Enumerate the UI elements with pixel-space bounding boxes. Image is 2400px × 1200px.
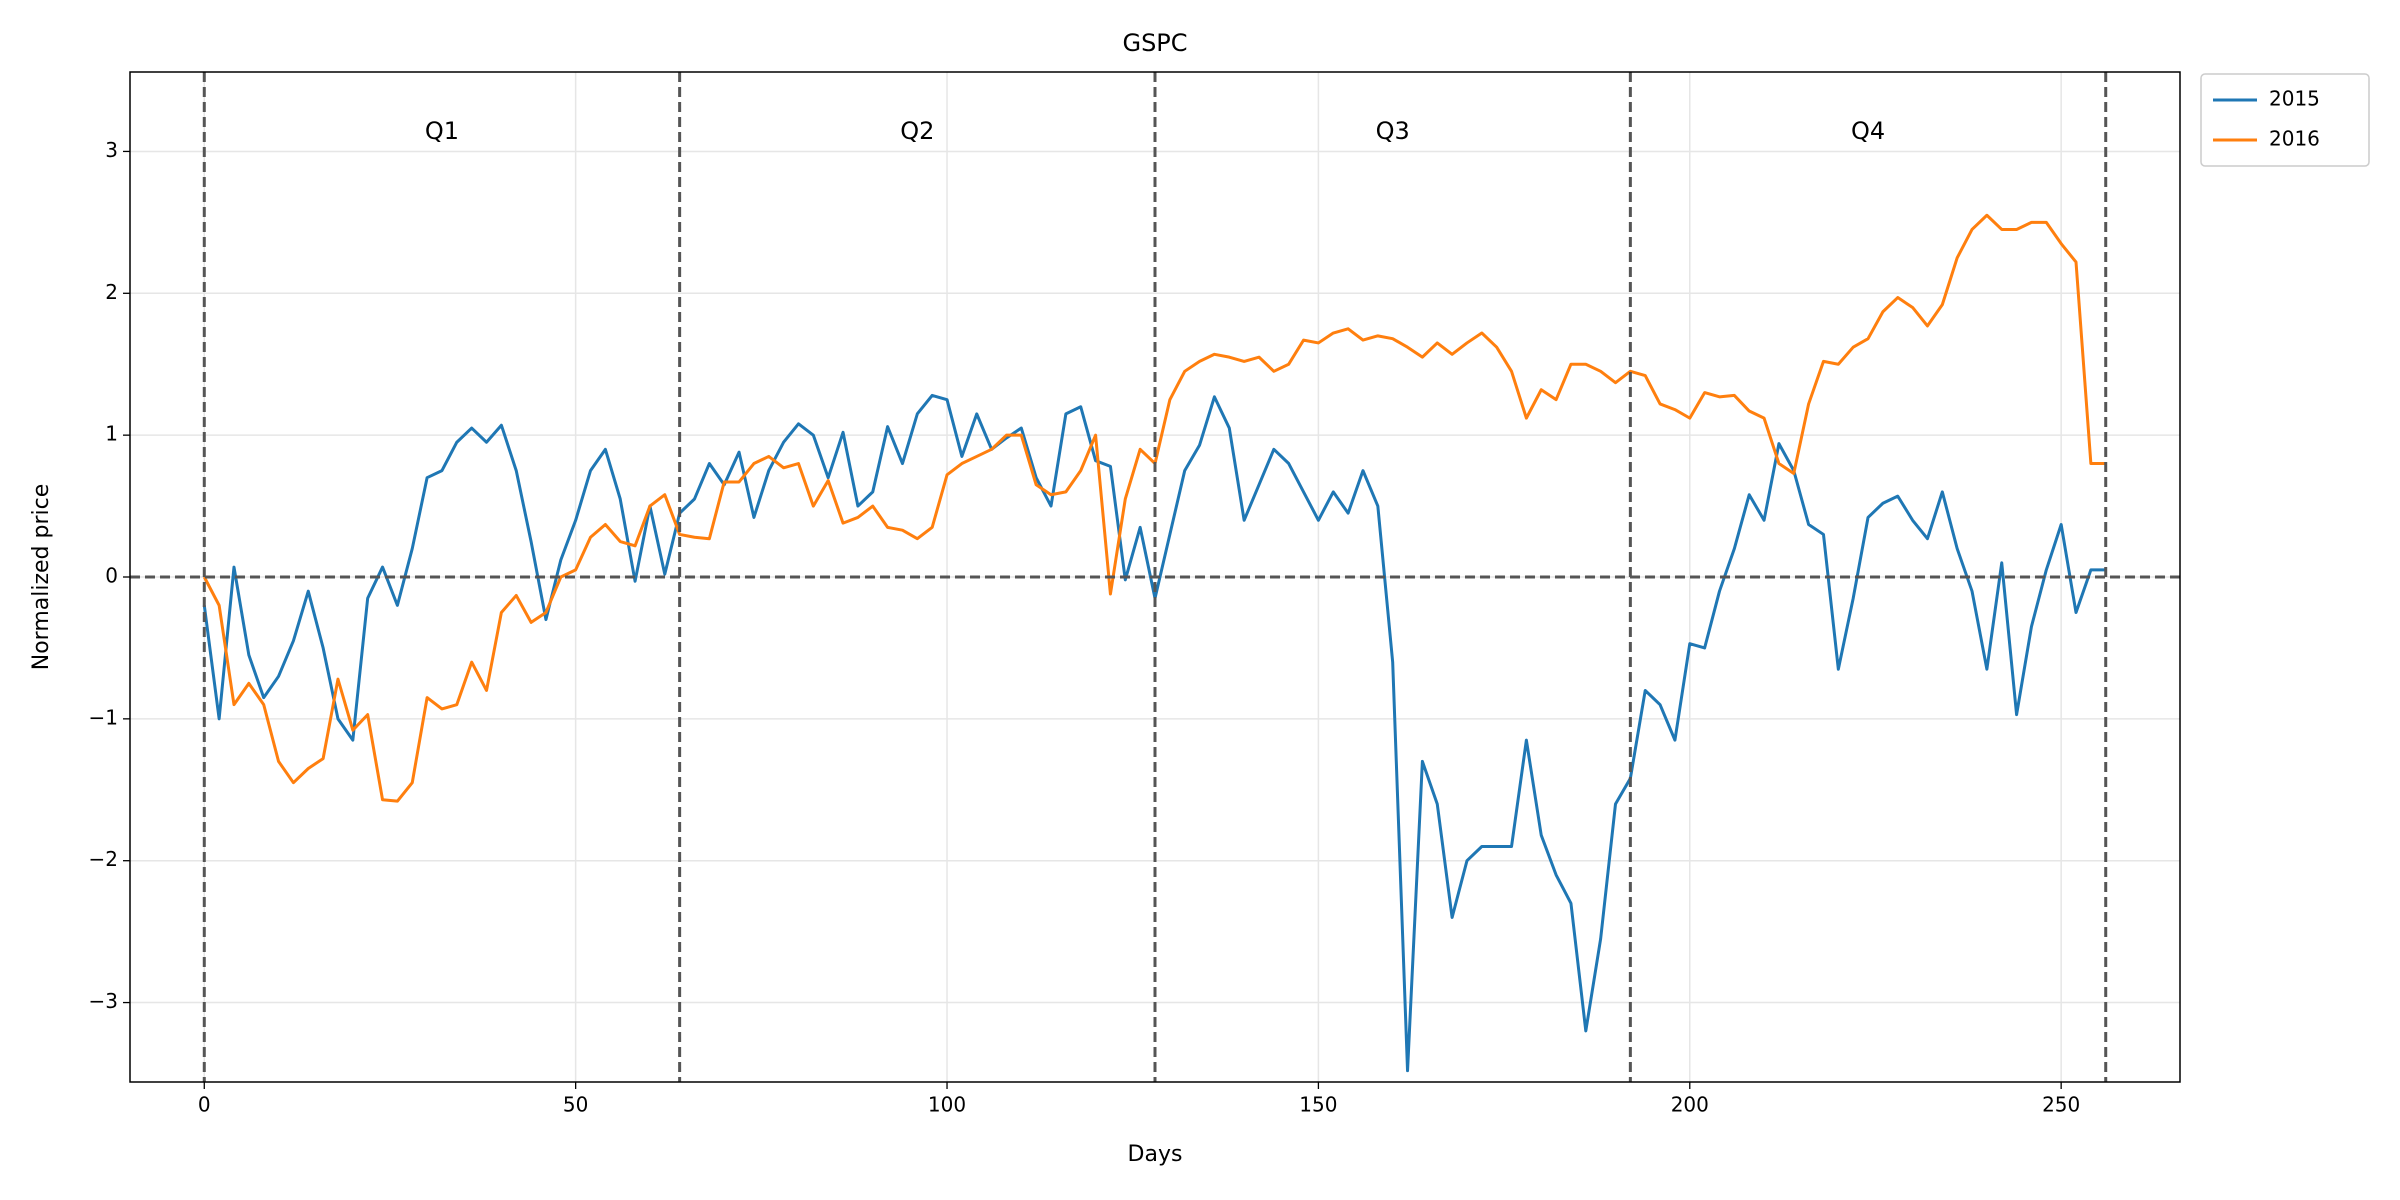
x-axis-label: Days xyxy=(1128,1142,1183,1167)
x-tick-label: 50 xyxy=(563,1093,588,1117)
y-tick-label: −3 xyxy=(89,989,118,1013)
y-tick-label: −2 xyxy=(89,847,118,871)
legend-label: 2016 xyxy=(2269,127,2320,151)
y-tick-label: −1 xyxy=(89,705,118,729)
quarter-label: Q4 xyxy=(1851,117,1885,145)
y-tick-label: 3 xyxy=(105,138,118,162)
quarter-label: Q2 xyxy=(900,117,934,145)
x-tick-label: 200 xyxy=(1671,1093,1709,1117)
x-tick-label: 150 xyxy=(1299,1093,1337,1117)
plot-frame xyxy=(129,71,2181,1083)
chart-title: GSPC xyxy=(1122,29,1187,57)
quarter-label: Q3 xyxy=(1376,117,1410,145)
y-tick-label: 1 xyxy=(105,422,118,446)
legend-label: 2015 xyxy=(2269,87,2320,111)
y-tick-label: 0 xyxy=(105,564,118,588)
x-tick-label: 100 xyxy=(928,1093,966,1117)
legend-box xyxy=(2200,73,2370,167)
x-tick-label: 0 xyxy=(198,1093,211,1117)
x-tick-label: 250 xyxy=(2042,1093,2080,1117)
y-tick-label: 2 xyxy=(105,280,118,304)
y-axis-label: Normalized price xyxy=(29,484,54,671)
quarter-label: Q1 xyxy=(425,117,459,145)
